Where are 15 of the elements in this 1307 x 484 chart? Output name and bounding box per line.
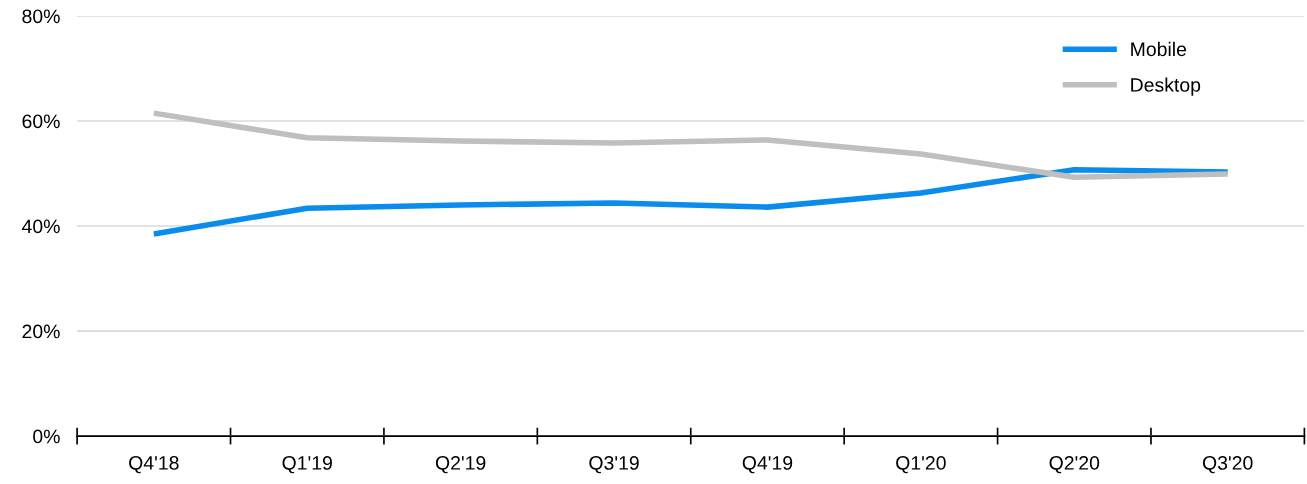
- legend-label: Desktop: [1131, 77, 1201, 96]
- y-tick-label: 60%: [22, 114, 60, 129]
- x-tick-label: Q1'19: [282, 456, 332, 474]
- x-tick-label: Q3'20: [1202, 456, 1253, 474]
- y-tick-label: 40%: [21, 219, 60, 234]
- x-tick-label: Q4'18: [129, 456, 179, 474]
- legend-label: Mobile: [1131, 41, 1187, 57]
- x-tick-label: Q1'20: [896, 456, 946, 474]
- y-tick-label: 0%: [33, 429, 60, 444]
- x-tick-label: Q4'19: [742, 456, 793, 474]
- y-tick-label: 20%: [22, 324, 60, 339]
- x-tick-label: Q3'19: [589, 456, 639, 474]
- y-tick-label: 80%: [22, 9, 60, 24]
- x-tick-label: Q2'19: [435, 456, 486, 474]
- x-tick-label: Q2'20: [1049, 456, 1100, 474]
